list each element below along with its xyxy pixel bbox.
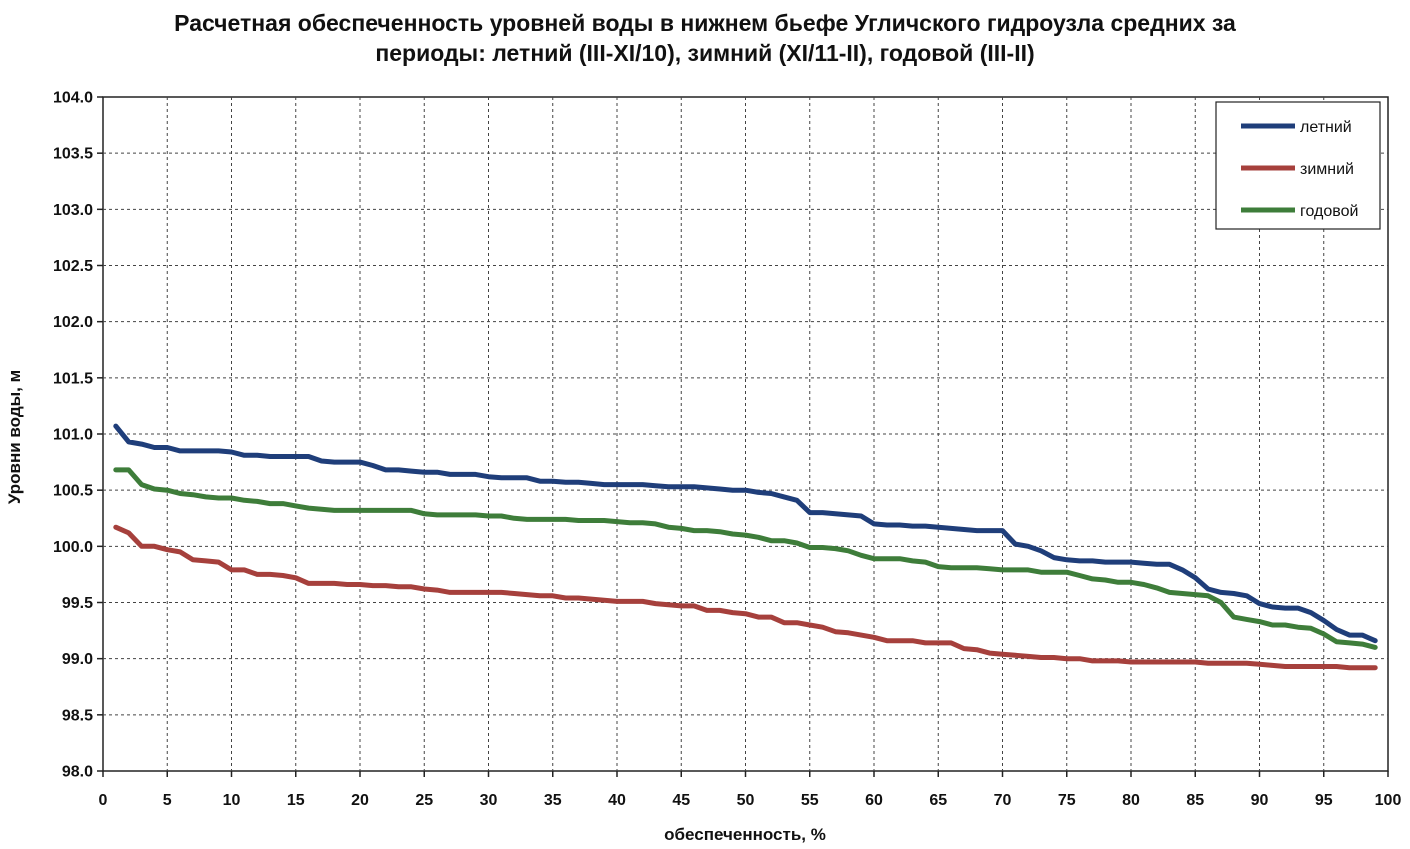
y-tick-label: 103.5 [53,146,93,163]
x-tick-label: 40 [608,792,626,809]
y-tick-label: 98.5 [62,707,93,724]
x-axis-ticks: 0 5 10 15 20 25 30 35 40 45 50 55 60 65 70 75 80 85 90 95 10… [99,771,1402,809]
y-tick-label: 101.5 [53,370,93,387]
chart-title-line-1: Расчетная обеспеченность уровней воды в … [174,10,1236,36]
x-tick-label: 20 [351,792,369,809]
chart-title-line-2: периоды: летний (III-XI/10), зимний (XI/… [375,40,1035,66]
x-tick-label: 75 [1058,792,1076,809]
x-tick-label: 80 [1122,792,1140,809]
legend-label-3: годовой [1300,203,1358,220]
x-tick-label: 25 [415,792,433,809]
y-tick-label: 99.0 [62,651,93,668]
x-tick-label: 45 [672,792,690,809]
x-tick-label: 5 [163,792,172,809]
x-tick-label: 70 [994,792,1012,809]
y-tick-label: 101.0 [53,427,93,444]
grid-lines [103,97,1388,771]
y-tick-label: 100.0 [53,539,93,556]
x-tick-label: 90 [1251,792,1269,809]
x-tick-label: 60 [865,792,883,809]
x-tick-label: 95 [1315,792,1333,809]
x-tick-label: 15 [287,792,305,809]
series-line-1 [113,423,1378,644]
x-axis-title: обеспеченность, % [664,825,826,844]
y-tick-label: 102.5 [53,258,93,275]
x-tick-label: 50 [737,792,755,809]
legend-label-2: зимний [1300,161,1354,178]
y-axis-title: Уровни воды, м [5,370,24,504]
y-tick-label: 99.5 [62,595,93,612]
legend: летний зимний годовой [1215,101,1381,230]
y-tick-label: 102.0 [53,314,93,331]
x-tick-label: 35 [544,792,562,809]
x-tick-label: 85 [1186,792,1204,809]
x-tick-label: 30 [480,792,498,809]
legend-label-1: летний [1300,119,1352,136]
series-lines [113,423,1378,671]
y-tick-label: 104.0 [53,90,93,107]
x-tick-label: 0 [99,792,108,809]
series-line-3 [113,467,1378,650]
y-tick-label: 98.0 [62,764,93,781]
y-tick-label: 100.5 [53,483,93,500]
x-tick-label: 100 [1375,792,1402,809]
y-tick-label: 103.0 [53,202,93,219]
x-tick-label: 55 [801,792,819,809]
x-tick-label: 10 [223,792,241,809]
y-axis-ticks: 104.0 103.5 103.0 102.5 102.0 101.5 101.0 100.5… [53,90,103,781]
chart-title: Расчетная обеспеченность уровней воды в … [0,8,1410,68]
x-tick-label: 65 [929,792,947,809]
series-line-2 [113,524,1378,671]
